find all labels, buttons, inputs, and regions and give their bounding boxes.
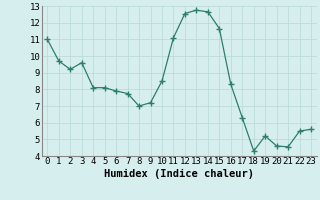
X-axis label: Humidex (Indice chaleur): Humidex (Indice chaleur) [104,169,254,179]
